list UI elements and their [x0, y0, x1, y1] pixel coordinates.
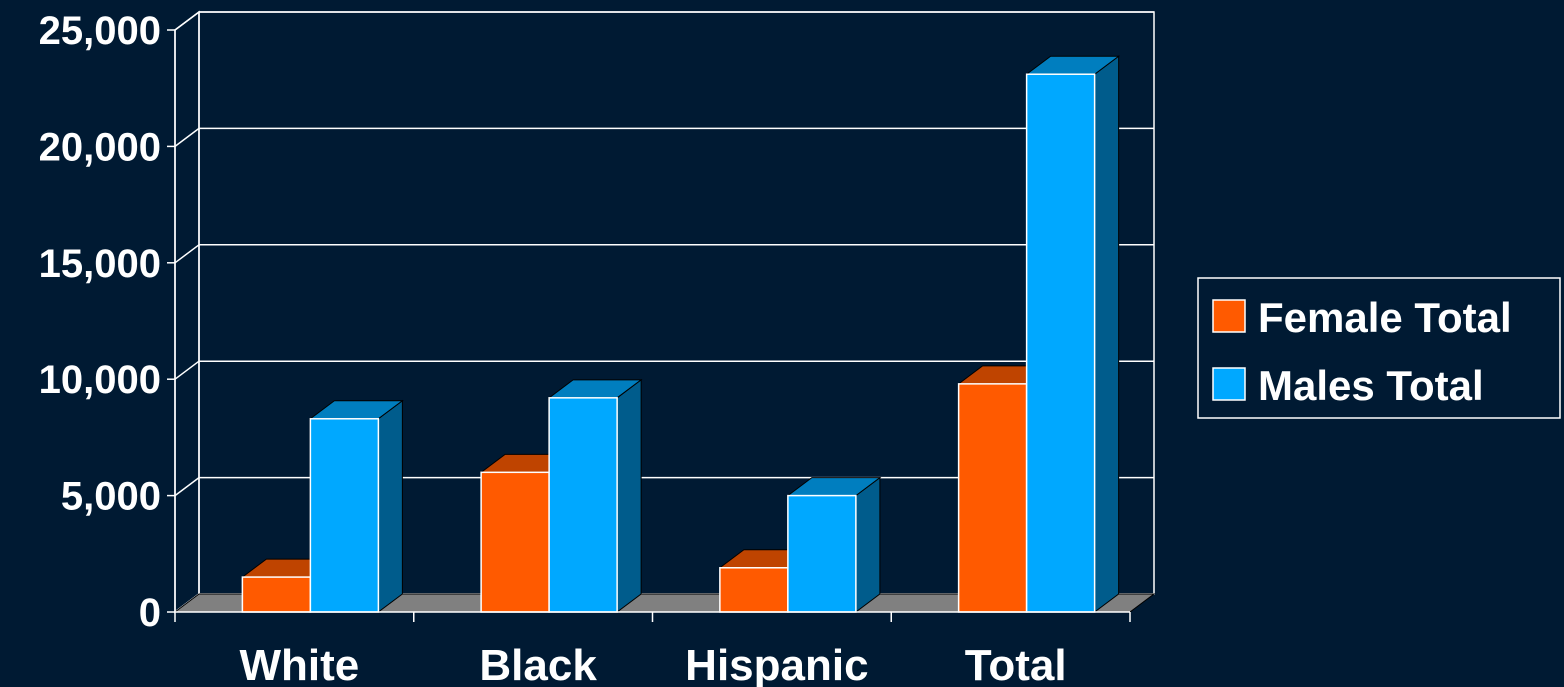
bar-front: [719, 567, 789, 613]
side-wall: [174, 10, 200, 614]
bar-front: [480, 471, 550, 613]
bar-front: [309, 418, 380, 613]
x-axis-labels: White Black Hispanic Total: [174, 612, 1131, 687]
bar-males-total-black: [547, 378, 643, 613]
bar-side: [616, 378, 642, 613]
x-tick-label: Black: [479, 641, 597, 687]
side-gridline: [174, 11, 200, 31]
bar-side: [1094, 55, 1120, 613]
bar-side: [377, 399, 403, 613]
bar-front: [787, 494, 857, 613]
y-tick-label: 20,000: [39, 125, 161, 169]
bar-males-total-white: [308, 399, 404, 613]
bar-males-total-total: [1025, 55, 1121, 613]
legend-label: Males Total: [1258, 362, 1484, 409]
side-gridline: [174, 477, 200, 497]
bar-side: [855, 476, 881, 613]
bar-front: [1025, 73, 1096, 613]
y-tick-label: 10,000: [39, 358, 161, 402]
legend-swatch: [1212, 299, 1246, 333]
x-tick-label: Hispanic: [685, 641, 868, 687]
bar-front: [241, 576, 312, 613]
y-tick-label: 15,000: [39, 242, 161, 286]
y-axis-ticks: 0 5,000 10,000 15,000 20,000 25,000: [39, 9, 175, 635]
bar-front: [548, 397, 618, 613]
side-gridline: [174, 244, 200, 264]
y-tick-label: 25,000: [39, 9, 161, 53]
side-gridline: [174, 127, 200, 147]
x-tick-label: White: [239, 641, 359, 687]
bar-males-total-hispanic: [786, 476, 882, 613]
y-tick-label: 0: [139, 591, 161, 635]
legend-box: [1197, 277, 1561, 419]
side-gridline: [174, 360, 200, 380]
legend: Female Total Males Total: [1197, 277, 1561, 419]
legend-swatch: [1212, 367, 1246, 401]
legend-label: Female Total: [1258, 294, 1512, 341]
bars: [240, 55, 1121, 613]
x-tick-label: Total: [965, 641, 1067, 687]
bar-front: [957, 383, 1028, 613]
y-tick-label: 5,000: [61, 475, 161, 519]
